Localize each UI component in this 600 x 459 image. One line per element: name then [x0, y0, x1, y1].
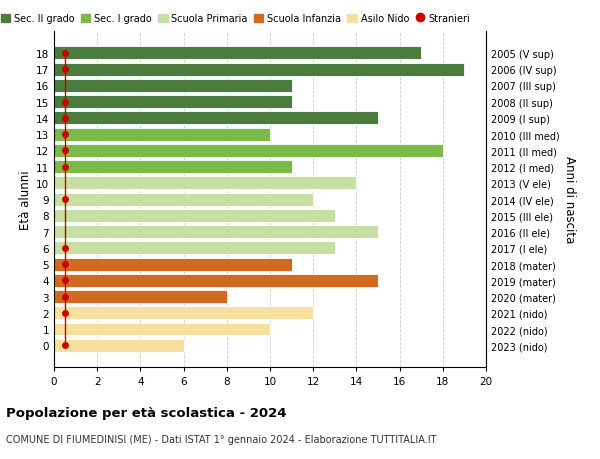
Bar [54, 129, 270, 141]
Bar [54, 258, 292, 271]
Bar [54, 225, 378, 239]
Bar [54, 177, 356, 190]
Bar [54, 307, 313, 319]
Bar [54, 291, 227, 303]
Bar [54, 242, 335, 255]
Bar [54, 339, 184, 352]
Text: COMUNE DI FIUMEDINISI (ME) - Dati ISTAT 1° gennaio 2024 - Elaborazione TUTTITALI: COMUNE DI FIUMEDINISI (ME) - Dati ISTAT … [6, 434, 437, 444]
Bar [54, 96, 292, 109]
Text: Popolazione per età scolastica - 2024: Popolazione per età scolastica - 2024 [6, 406, 287, 419]
Legend: Sec. II grado, Sec. I grado, Scuola Primaria, Scuola Infanzia, Asilo Nido, Stran: Sec. II grado, Sec. I grado, Scuola Prim… [1, 14, 470, 24]
Bar [54, 323, 270, 336]
Bar [54, 145, 443, 157]
Bar [54, 193, 313, 206]
Bar [54, 112, 378, 125]
Bar [54, 161, 292, 174]
Y-axis label: Età alunni: Età alunni [19, 170, 32, 230]
Bar [54, 209, 335, 222]
Bar [54, 63, 464, 77]
Bar [54, 80, 292, 93]
Y-axis label: Anni di nascita: Anni di nascita [563, 156, 576, 243]
Bar [54, 47, 421, 60]
Bar [54, 274, 378, 287]
